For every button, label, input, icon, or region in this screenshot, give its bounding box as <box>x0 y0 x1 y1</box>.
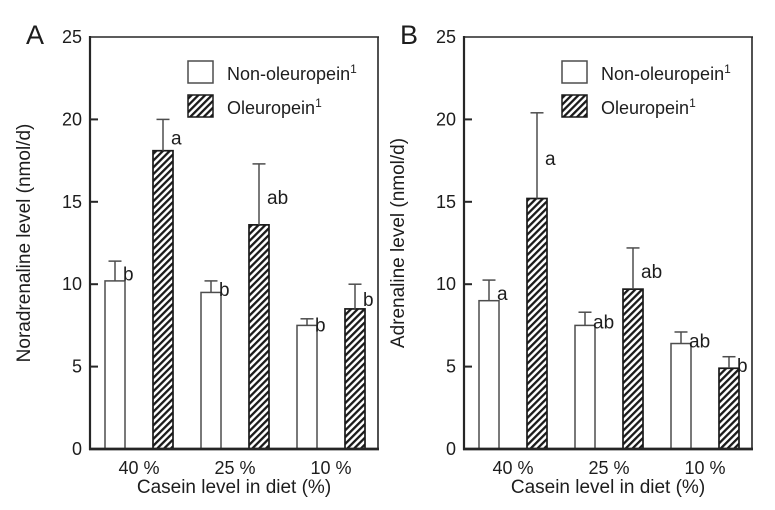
significance-letter: ab <box>641 262 662 283</box>
y-tick-label: 15 <box>436 192 456 212</box>
legend-label-superscript: 1 <box>315 96 322 110</box>
legend-label-superscript: 1 <box>724 62 731 76</box>
significance-letter: a <box>545 149 556 170</box>
bar-non-oleuropein-25 <box>200 291 222 450</box>
y-axis-title: Adrenaline level (nmol/d) <box>388 138 409 348</box>
x-category-label: 40 % <box>492 458 533 478</box>
y-tick-label: 5 <box>446 357 456 377</box>
bar-oleuropein-25 <box>248 224 270 450</box>
bar-oleuropein-25 <box>622 288 644 450</box>
legend-label-text: Non-oleuropein <box>227 64 350 84</box>
significance-letter: ab <box>593 312 614 333</box>
x-category-label: 25 % <box>214 458 255 478</box>
significance-letter: b <box>219 280 230 301</box>
legend-swatch-hatched <box>187 94 214 118</box>
legend-label: Non-oleuropein1 <box>601 62 731 84</box>
y-tick-label: 20 <box>62 109 82 129</box>
legend-swatch-hatched <box>561 94 588 118</box>
legend-label-text: Non-oleuropein <box>601 64 724 84</box>
legend-label-superscript: 1 <box>689 96 696 110</box>
y-tick-label: 0 <box>446 439 456 459</box>
x-axis-title: Casein level in diet (%) <box>137 477 331 498</box>
significance-letter: a <box>171 129 182 150</box>
y-tick-label: 0 <box>72 439 82 459</box>
y-tick-label: 10 <box>436 274 456 294</box>
significance-letter: b <box>315 316 326 337</box>
legend-swatch-open <box>561 60 588 84</box>
bar-oleuropein-10 <box>344 308 366 450</box>
bar-non-oleuropein-40 <box>478 299 500 450</box>
y-tick-label: 25 <box>62 27 82 47</box>
legend-label: Oleuropein1 <box>601 96 696 118</box>
bar-oleuropein-10 <box>718 367 740 450</box>
panel-b: B Adrenaline level (nmol/d) Casein level i… <box>388 20 753 498</box>
x-category-label: 40 % <box>118 458 159 478</box>
x-category-label: 10 % <box>684 458 725 478</box>
y-tick-label: 25 <box>436 27 456 47</box>
legend-label: Oleuropein1 <box>227 96 322 118</box>
y-tick-label: 20 <box>436 109 456 129</box>
bar-non-oleuropein-40 <box>104 280 126 450</box>
x-axis-title: Casein level in diet (%) <box>511 477 705 498</box>
panel-letter: B <box>400 20 419 50</box>
bar-oleuropein-40 <box>152 149 174 450</box>
legend-label-superscript: 1 <box>350 62 357 76</box>
significance-letter: ab <box>689 331 710 352</box>
legend-label-text: Oleuropein <box>227 98 315 118</box>
legend-swatch-open <box>187 60 214 84</box>
bar-non-oleuropein-25 <box>574 324 596 450</box>
y-axis-title: Noradrenaline level (nmol/d) <box>14 124 35 363</box>
significance-letter: b <box>737 356 748 377</box>
y-tick-label: 5 <box>72 357 82 377</box>
y-tick-label: 15 <box>62 192 82 212</box>
significance-letter: b <box>123 265 134 286</box>
significance-letter: b <box>363 290 374 311</box>
bar-non-oleuropein-10 <box>670 342 692 450</box>
x-category-label: 25 % <box>588 458 629 478</box>
y-tick-label: 10 <box>62 274 82 294</box>
significance-letter: a <box>497 284 508 305</box>
significance-letter: ab <box>267 188 288 209</box>
bar-oleuropein-40 <box>526 197 548 450</box>
panel-letter: A <box>26 20 45 50</box>
panel-a: A Noradrenaline level (nmol/d) Casein leve… <box>14 20 379 498</box>
x-category-label: 10 % <box>310 458 351 478</box>
legend-label-text: Oleuropein <box>601 98 689 118</box>
legend-label: Non-oleuropein1 <box>227 62 357 84</box>
bar-non-oleuropein-10 <box>296 324 318 450</box>
